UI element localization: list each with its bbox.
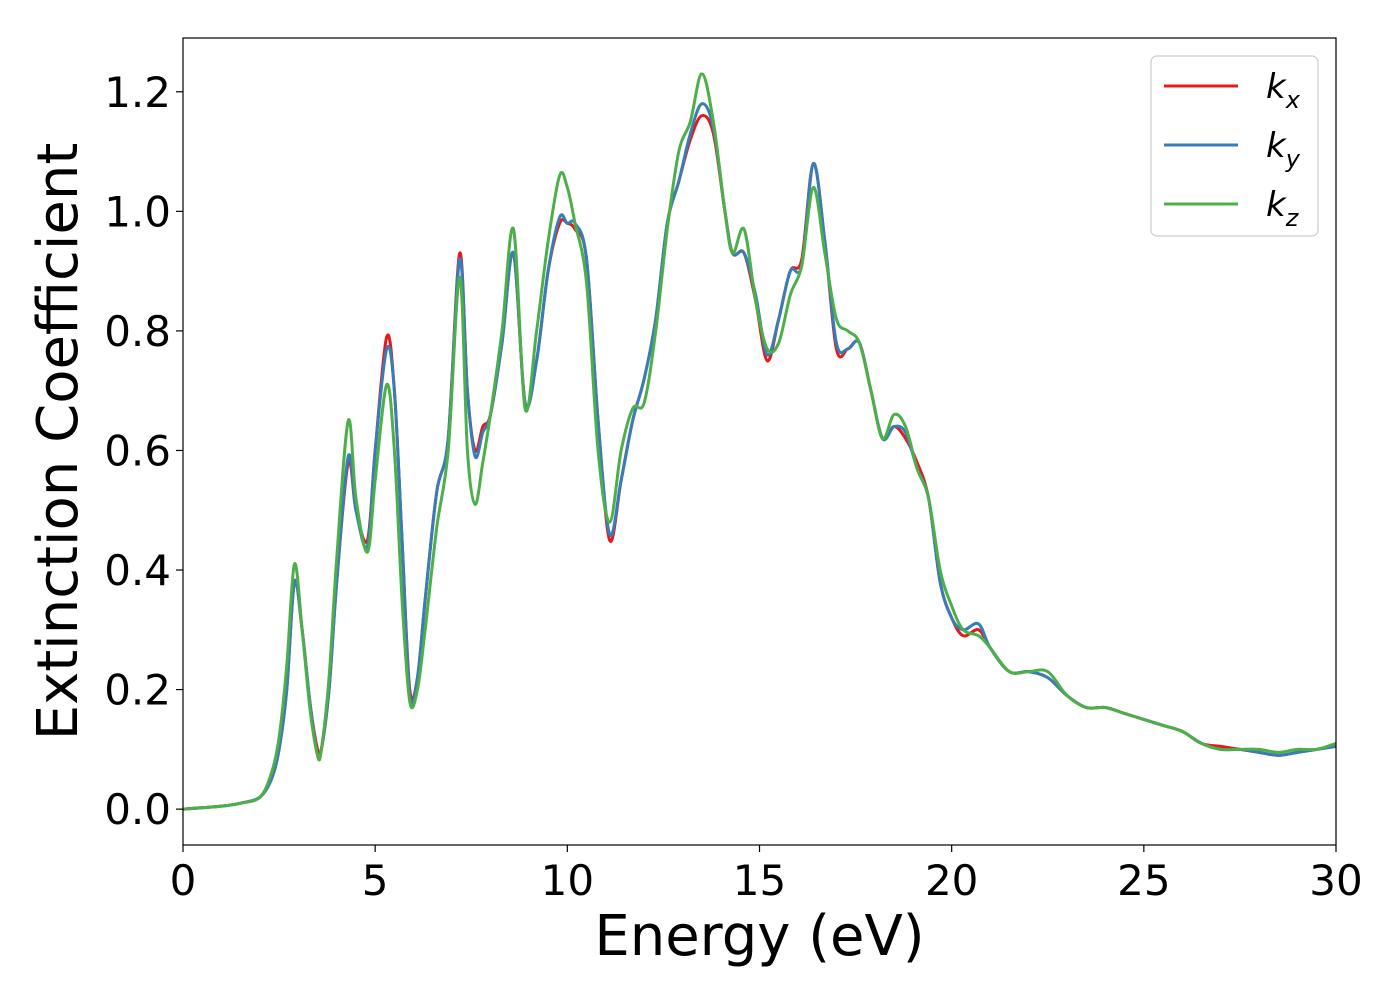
legend-label: kx — [1266, 67, 1301, 114]
plot-area — [183, 72, 1336, 811]
y-tick-label: 0.6 — [104, 426, 171, 475]
y-tick-label: 0.0 — [104, 785, 171, 834]
y-tick-label: 1.2 — [104, 68, 171, 117]
y-tick-label: 0.8 — [104, 307, 171, 356]
legend-label: ky — [1266, 126, 1301, 173]
x-tick-label: 5 — [362, 856, 389, 905]
x-tick-label: 10 — [541, 856, 594, 905]
y-axis-label: Extinction Coefficient — [26, 143, 91, 741]
x-tick-label: 15 — [733, 856, 786, 905]
x-tick-label: 20 — [925, 856, 978, 905]
y-tick-label: 0.2 — [104, 666, 171, 715]
x-tick-label: 30 — [1309, 856, 1362, 905]
y-tick-label: 1.0 — [104, 187, 171, 236]
x-tick-label: 0 — [170, 856, 197, 905]
legend-label: kz — [1266, 185, 1300, 232]
series-line-kz — [183, 72, 1336, 811]
x-axis-label: Energy (eV) — [594, 904, 924, 969]
legend: kx ky kz — [1150, 55, 1319, 237]
x-axis: 0 5 10 15 20 25 30 — [170, 845, 1363, 905]
y-axis: 0.0 0.2 0.4 0.6 0.8 1.0 1.2 — [104, 68, 183, 834]
x-tick-label: 25 — [1117, 856, 1170, 905]
y-tick-label: 0.4 — [104, 546, 171, 595]
